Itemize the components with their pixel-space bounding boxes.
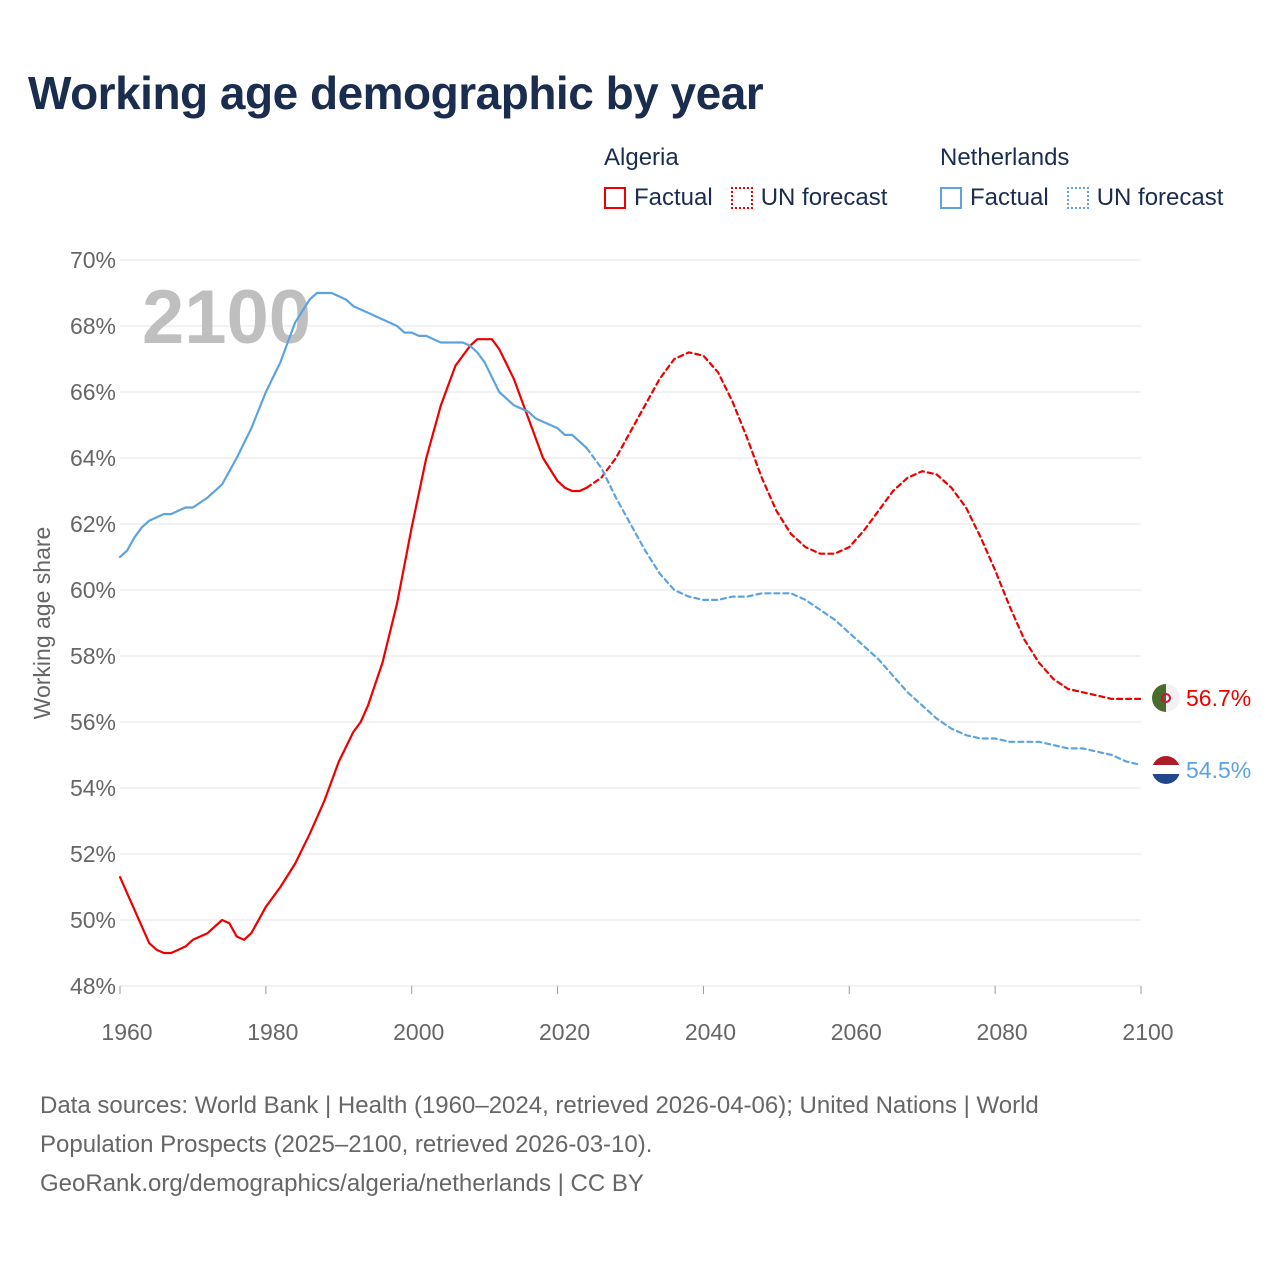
y-tick-label: 52% xyxy=(70,841,116,867)
legend-swatch xyxy=(730,187,753,209)
x-tick-label: 1980 xyxy=(247,1019,298,1045)
y-tick-label: 50% xyxy=(70,907,116,933)
chart-title: Working age demographic by year xyxy=(28,67,764,119)
legend-netherlands-factual[interactable]: Factual xyxy=(940,184,1049,212)
x-tick-label: 2040 xyxy=(685,1019,736,1045)
line-chart: 70% 68% 66% 64% 62% 60% 58% 56% 54% 52% 50% 48% 196… xyxy=(29,247,1251,1045)
y-tick-label: 64% xyxy=(70,445,116,471)
y-tick-label: 68% xyxy=(70,313,116,339)
series-line-algeria-forecast[interactable] xyxy=(585,351,1143,701)
legend-algeria-forecast[interactable]: UN forecast xyxy=(730,184,888,212)
legend-algeria-factual[interactable]: Factual xyxy=(604,184,713,212)
series-line-algeria-factual[interactable] xyxy=(118,338,588,955)
gridlines xyxy=(120,259,1141,987)
footer-attribution[interactable]: GeoRank.org/demographics/algeria/netherl… xyxy=(40,1170,644,1197)
y-axis-ticks: 70% 68% 66% 64% 62% 60% 58% 56% 54% 52% 50% 48% xyxy=(70,247,116,999)
end-label-netherlands: 54.5% xyxy=(1186,757,1251,783)
legend-label: UN forecast xyxy=(1096,184,1224,211)
y-tick-label: 48% xyxy=(70,973,116,999)
footer-sources-line2: Population Prospects (2025–2100, retriev… xyxy=(40,1131,653,1158)
legend-group-name: Algeria xyxy=(604,144,679,171)
y-tick-label: 66% xyxy=(70,379,116,405)
end-label-algeria: 56.7% xyxy=(1186,685,1251,711)
footer-sources-line1: Data sources: World Bank | Health (1960–… xyxy=(40,1092,1039,1119)
y-tick-label: 70% xyxy=(70,247,116,273)
x-tick-label: 1960 xyxy=(101,1019,152,1045)
legend-swatch xyxy=(1066,187,1089,209)
y-tick-label: 54% xyxy=(70,775,116,801)
legend-label: Factual xyxy=(634,184,713,211)
x-tick-label: 2080 xyxy=(977,1019,1028,1045)
y-tick-label: 58% xyxy=(70,643,116,669)
y-tick-label: 62% xyxy=(70,511,116,537)
legend-swatch xyxy=(940,187,962,209)
x-axis-ticks: 1960 1980 2000 2020 2040 2060 2080 2100 xyxy=(101,986,1174,1045)
x-tick-label: 2060 xyxy=(831,1019,882,1045)
legend-swatch xyxy=(604,187,626,209)
y-tick-label: 56% xyxy=(70,709,116,735)
x-tick-label: 2020 xyxy=(539,1019,590,1045)
footer: Data sources: World Bank | Health (1960–… xyxy=(40,1086,1240,1203)
x-tick-label: 2100 xyxy=(1122,1019,1173,1045)
algeria-flag xyxy=(1152,684,1180,712)
series-line-netherlands-factual[interactable] xyxy=(118,291,588,559)
netherlands-flag xyxy=(1152,756,1180,784)
series-line-netherlands-forecast[interactable] xyxy=(585,447,1143,767)
legend-netherlands: Netherlands Factual UN forecast xyxy=(940,144,1241,212)
y-tick-label: 60% xyxy=(70,577,116,603)
x-tick-label: 2000 xyxy=(393,1019,444,1045)
legend-netherlands-forecast[interactable]: UN forecast xyxy=(1066,184,1224,212)
legend-label: Factual xyxy=(970,184,1049,211)
y-axis-label: Working age share xyxy=(29,527,55,720)
year-watermark: 2100 xyxy=(142,275,311,360)
legend-group-name: Netherlands xyxy=(940,144,1070,171)
series-lines xyxy=(118,291,1143,955)
legend-algeria: Algeria Factual UN forecast xyxy=(604,144,905,212)
legend-label: UN forecast xyxy=(760,184,888,211)
